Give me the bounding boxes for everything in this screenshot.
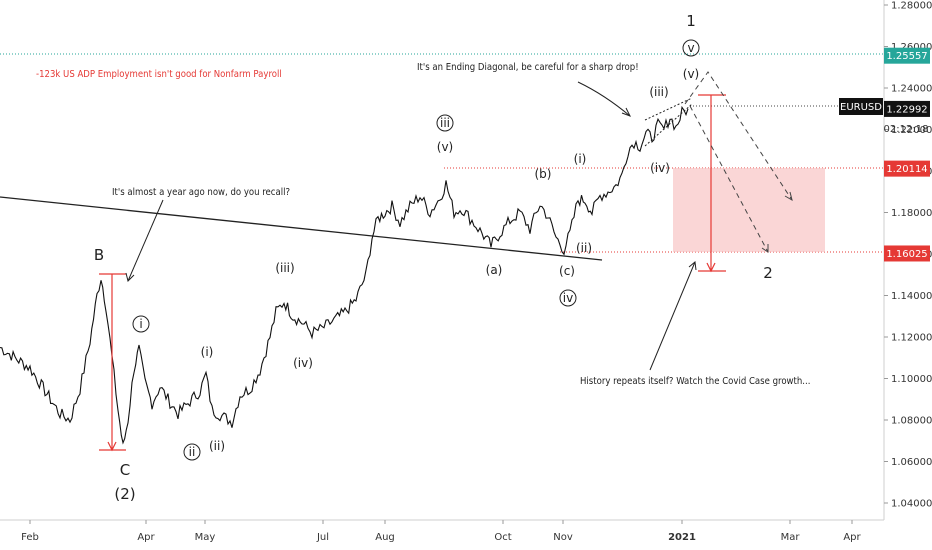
y-tick-label: 1.18000 — [891, 208, 932, 219]
wave-iii-circle — [436, 114, 454, 132]
price-tag-box — [884, 160, 930, 177]
timer-label: 02:12:18 — [884, 124, 929, 135]
wave-2-paren-label: (2) — [114, 485, 135, 503]
wave-ii-circle-label: ii — [189, 445, 196, 459]
arrow-year-ago — [127, 199, 164, 282]
y-tick-label: 1.06000 — [891, 457, 932, 468]
x-tick-label: Nov — [553, 532, 573, 543]
x-tick-label: Feb — [21, 532, 39, 543]
wave-iv-paren-dec: (iv) — [650, 161, 670, 175]
target-zone — [673, 168, 825, 252]
wave-iii-paren-top: (iii) — [649, 85, 668, 99]
wave-v-circle-label: v — [687, 41, 694, 55]
wave-2-label: 2 — [763, 264, 773, 282]
x-tick-label: Apr — [843, 532, 861, 543]
price-tags: 1.25557 1.22992 1.20114 1.16025 — [884, 47, 930, 262]
annotation-year-ago: It's almost a year ago now, do you recal… — [112, 187, 290, 198]
wave-v-paren-aug: (v) — [437, 140, 453, 154]
wave-i-circle-label: i — [139, 317, 142, 331]
projection-path-1 — [684, 71, 793, 201]
wave-ii-circle — [183, 443, 201, 461]
x-tick-label: 2021 — [668, 532, 696, 543]
wave-iii-paren-may: (iii) — [275, 261, 294, 275]
annotation-ending-diagonal: It's an Ending Diagonal, be careful for … — [417, 62, 639, 73]
wave-iv-circle-label: iv — [563, 291, 573, 305]
y-tick-label: 1.10000 — [891, 374, 932, 385]
arrow-ending-diagonal-head — [621, 107, 632, 117]
wave-ii-paren-apr: (ii) — [209, 439, 225, 453]
arrow-history-head — [688, 261, 697, 271]
diagonal-lower — [644, 103, 693, 147]
symbol-tag[interactable] — [839, 98, 883, 115]
wave-i-paren-nov: (i) — [574, 152, 587, 166]
x-tick-label: Mar — [781, 532, 801, 543]
projection-path-2 — [689, 105, 769, 253]
wave-i-circle — [132, 315, 150, 333]
annotation-adp: -123k US ADP Employment isn't good for N… — [36, 69, 282, 80]
price-tag-box — [884, 47, 930, 64]
x-tick-label: Aug — [375, 532, 395, 543]
y-tick-label: 1.04000 — [891, 499, 932, 510]
price-tag-label: 1.25557 — [886, 51, 927, 62]
y-tick-label: 1.14000 — [891, 291, 932, 302]
y-tick-label: 1.28000 — [891, 1, 932, 12]
wave-b-paren: (b) — [535, 167, 552, 181]
price-tag-label: 1.16025 — [886, 249, 927, 260]
wave-1-label: 1 — [686, 12, 696, 30]
projection-arrowhead-1 — [784, 191, 793, 202]
wave-iv-circle — [559, 289, 577, 307]
x-axis-ticks: Feb Apr May Jul Aug Oct Nov 2021 Mar Apr — [21, 520, 862, 543]
price-tag-label: 1.20114 — [886, 164, 927, 175]
x-tick-label: May — [195, 532, 216, 543]
price-tag-label: 1.22992 — [886, 104, 927, 115]
arrow-year-ago-head — [125, 272, 135, 282]
y-tick-label: 1.26000 — [891, 42, 932, 53]
x-tick-label: Jul — [316, 532, 329, 543]
symbol-label: EURUSD — [840, 102, 882, 113]
wave-v-paren-top: (v) — [683, 67, 699, 81]
x-tick-label: Oct — [494, 532, 511, 543]
wave-v-circle — [682, 39, 700, 57]
arrow-ending-diagonal — [577, 81, 631, 117]
diagonal-upper — [644, 97, 693, 121]
wave-b-label: B — [94, 246, 104, 264]
projection-arrowhead-2 — [761, 244, 769, 253]
trendline[interactable] — [0, 196, 603, 261]
wave-iv-paren: (iv) — [293, 356, 313, 370]
x-tick-label: Apr — [137, 532, 155, 543]
price-tag-box — [884, 100, 930, 117]
wave-i-paren-apr: (i) — [201, 345, 214, 359]
wave-a-paren: (a) — [486, 263, 503, 277]
wave-iii-circle-label: iii — [440, 116, 450, 130]
y-tick-label: 1.22000 — [891, 125, 932, 136]
wave-c-label: C — [120, 461, 130, 479]
measure-drop-arrow — [706, 262, 716, 273]
measure-bc-arrow — [107, 441, 117, 452]
price-tag-box — [884, 245, 930, 262]
arrow-history — [649, 261, 696, 371]
y-tick-label: 1.08000 — [891, 416, 932, 427]
annotation-history: History repeats itself? Watch the Covid … — [580, 376, 810, 387]
wave-ii-paren-nov: (ii) — [576, 241, 592, 255]
y-tick-label: 1.12000 — [891, 333, 932, 344]
wave-c-paren: (c) — [559, 264, 575, 278]
y-tick-label: 1.24000 — [891, 84, 932, 95]
